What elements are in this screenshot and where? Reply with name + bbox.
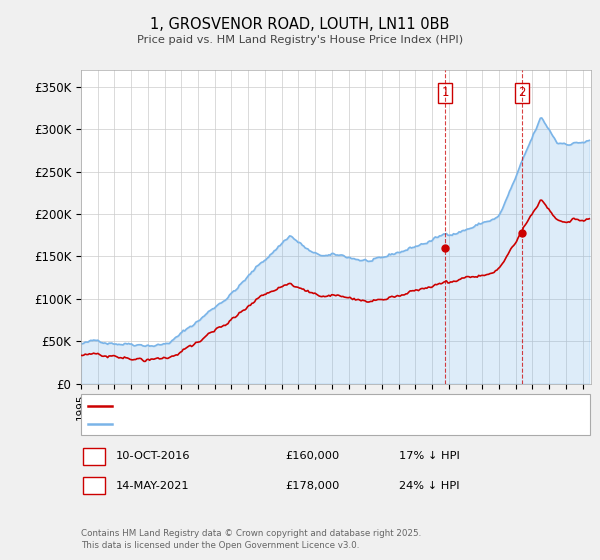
Text: Contains HM Land Registry data © Crown copyright and database right 2025.
This d: Contains HM Land Registry data © Crown c…: [81, 529, 421, 550]
Text: £160,000: £160,000: [285, 451, 339, 461]
Text: 1: 1: [91, 450, 98, 463]
Text: 1, GROSVENOR ROAD, LOUTH, LN11 0BB: 1, GROSVENOR ROAD, LOUTH, LN11 0BB: [151, 17, 449, 32]
Text: Price paid vs. HM Land Registry's House Price Index (HPI): Price paid vs. HM Land Registry's House …: [137, 35, 463, 45]
Text: £178,000: £178,000: [285, 480, 340, 491]
Text: HPI: Average price, detached house, East Lindsey: HPI: Average price, detached house, East…: [117, 419, 367, 430]
Text: 10-OCT-2016: 10-OCT-2016: [116, 451, 190, 461]
Text: 17% ↓ HPI: 17% ↓ HPI: [399, 451, 460, 461]
Text: 14-MAY-2021: 14-MAY-2021: [116, 480, 190, 491]
Text: 2: 2: [518, 86, 526, 99]
Text: 1: 1: [442, 86, 449, 99]
Text: 1, GROSVENOR ROAD, LOUTH, LN11 0BB (detached house): 1, GROSVENOR ROAD, LOUTH, LN11 0BB (deta…: [117, 400, 416, 410]
Text: 24% ↓ HPI: 24% ↓ HPI: [399, 480, 460, 491]
Text: 2: 2: [91, 479, 98, 492]
